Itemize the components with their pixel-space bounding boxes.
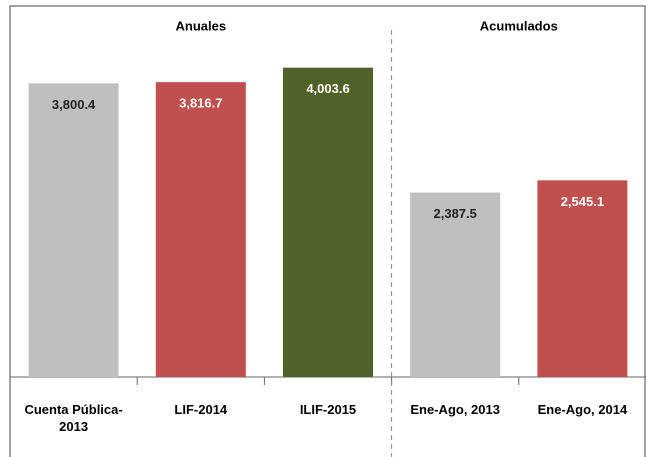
group-label: Anuales (176, 18, 227, 33)
value-label: 4,003.6 (306, 81, 349, 96)
value-label: 2,545.1 (561, 194, 604, 209)
bar (28, 83, 119, 378)
value-label: 3,800.4 (52, 97, 96, 112)
x-tick-label: Ene-Ago, 2013 (410, 402, 500, 417)
bar (537, 180, 628, 377)
value-label: 2,387.5 (434, 206, 477, 221)
group-label: Acumulados (480, 18, 558, 33)
x-tick-label: Ene-Ago, 2014 (537, 402, 628, 417)
chart-frame (9, 5, 646, 457)
bar (155, 82, 246, 377)
bar (410, 192, 501, 377)
x-tick-label: ILIF-2015 (299, 402, 357, 417)
x-tick-label: LIF-2014 (174, 402, 228, 417)
bar (283, 67, 373, 377)
x-tick-label: Cuenta Pública-2013 (24, 402, 123, 434)
value-label: 3,816.7 (179, 96, 222, 111)
